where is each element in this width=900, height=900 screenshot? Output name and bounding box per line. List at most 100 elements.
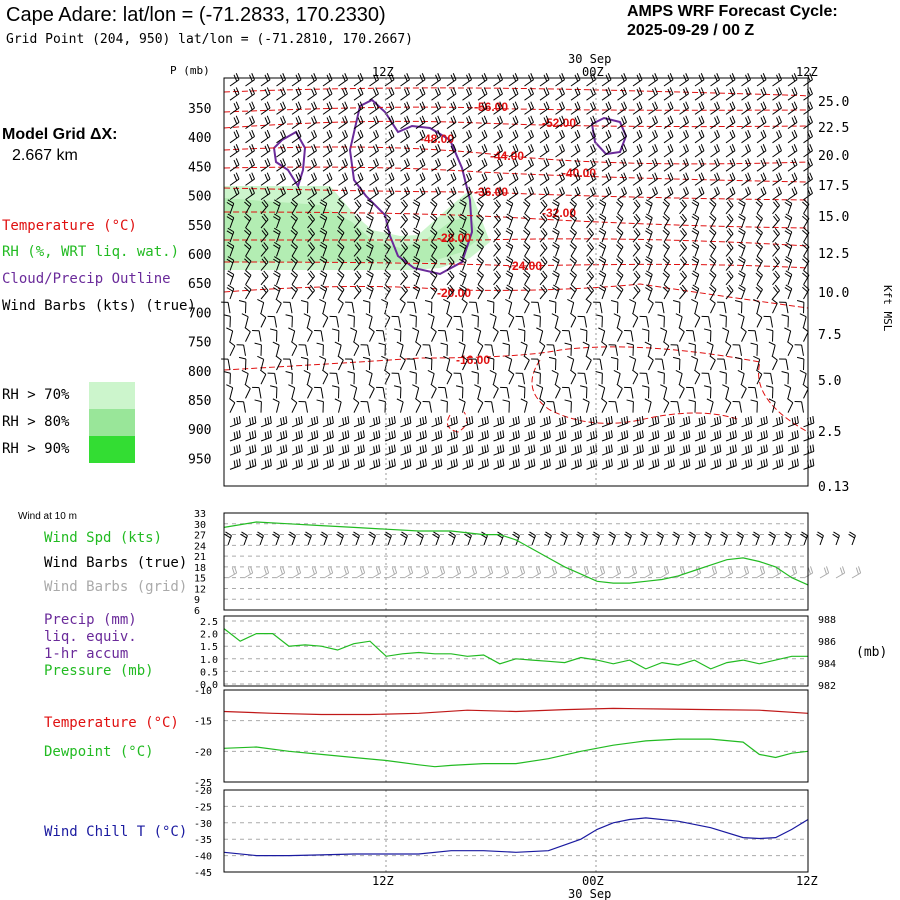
surface-wind-barb-true-flag [240, 533, 247, 539]
upper-wind-barb [524, 178, 534, 186]
upper-wind-barb-flag [747, 87, 751, 95]
upper-wind-barb-flag [760, 460, 763, 468]
upper-wind-barb-flag [264, 159, 269, 167]
upper-wind-barb-flag [706, 341, 714, 346]
upper-wind-barb-flag [326, 131, 331, 139]
upper-wind-barb-flag [796, 356, 805, 360]
upper-wind-barb-flag [495, 256, 501, 263]
upper-wind-barb-flag [254, 430, 257, 438]
upper-wind-barb-flag [738, 258, 745, 264]
upper-wind-barb [725, 276, 734, 286]
upper-wind-barb-flag [468, 144, 472, 151]
surface-wind-barb-true [675, 535, 680, 546]
upper-wind-barb-flag [285, 416, 288, 424]
upper-wind-barb-flag [497, 417, 500, 425]
upper-wind-barb [322, 231, 328, 243]
upper-wind-barb-flag [460, 199, 467, 204]
upper-wind-barb-flag [481, 103, 486, 110]
upper-wind-barb-flag [726, 244, 732, 251]
upper-wind-barb-flag [638, 87, 643, 95]
upper-wind-barb-flag [793, 129, 798, 137]
upper-wind-barb [446, 150, 457, 158]
upper-wind-barb [291, 79, 302, 87]
upper-wind-barb-flag [545, 87, 550, 95]
upper-wind-barb-flag [799, 370, 807, 374]
upper-wind-barb-flag [644, 398, 652, 403]
upper-wind-barb-flag [326, 460, 329, 468]
upper-wind-barb [307, 276, 315, 286]
upper-wind-barb [227, 302, 231, 314]
upper-wind-barb [493, 219, 501, 229]
upper-wind-barb-flag [233, 145, 238, 153]
surface-wind-barb-grid-flag [489, 566, 494, 574]
upper-wind-barb-flag [623, 172, 627, 180]
upper-wind-barb-flag [512, 432, 515, 440]
surface-wind-barb-grid-flag [681, 566, 686, 574]
upper-wind-barb [353, 121, 364, 130]
upper-wind-barb-flag [383, 230, 390, 236]
upper-wind-barb [229, 450, 241, 456]
upper-wind-barb [462, 231, 467, 243]
upper-wind-barb-flag [693, 312, 701, 318]
upper-wind-barb-flag [245, 199, 252, 205]
upper-wind-barb-flag [636, 460, 639, 468]
upper-wind-barb [772, 136, 782, 144]
surface-wind-barb-true-flag [640, 533, 647, 539]
surface-wind-barb-grid [595, 572, 605, 579]
upper-wind-barb-flag [319, 258, 327, 264]
upper-wind-barb-flag [497, 117, 501, 125]
upper-wind-barb-flag [481, 188, 486, 196]
surface-wind-barb-grid-flag [743, 567, 747, 575]
upper-wind-barb-flag [663, 227, 670, 234]
upper-wind-barb-flag [692, 284, 700, 290]
upper-wind-barb-flag [251, 144, 255, 151]
upper-wind-barb [601, 150, 612, 158]
upper-wind-barb [570, 246, 577, 257]
upper-wind-barb-flag [233, 417, 236, 425]
upper-wind-barb [555, 217, 560, 229]
upper-wind-barb-flag [477, 270, 484, 276]
legend-wind-barbs-grid: Wind Barbs (grid) [44, 579, 187, 595]
upper-wind-barb-flag [435, 117, 439, 125]
upper-wind-barb-flag [342, 131, 346, 139]
upper-wind-barb [460, 373, 463, 385]
upper-wind-barb-flag [588, 199, 594, 206]
surface-wind-barb-grid [403, 572, 413, 579]
upper-wind-barb-flag [592, 416, 595, 425]
upper-wind-barb-flag [447, 230, 453, 237]
upper-wind-barb-flag [760, 432, 763, 440]
upper-wind-barb-flag [545, 172, 550, 180]
surface-wind-barb-grid-flag [487, 567, 491, 575]
upper-wind-barb-flag [261, 286, 267, 293]
upper-wind-barb [663, 218, 670, 229]
upper-wind-barb-flag [347, 444, 350, 452]
upper-wind-barb-flag [542, 199, 548, 206]
upper-wind-barb-flag [540, 230, 546, 237]
upper-wind-barb-flag [430, 272, 436, 279]
upper-wind-barb-flag [605, 159, 610, 167]
upper-wind-barb-flag [476, 244, 483, 250]
y-tick-label: 6 [194, 606, 200, 617]
upper-wind-barb-flag [536, 327, 543, 332]
upper-wind-barb-flag [728, 242, 734, 249]
upper-wind-barb [555, 107, 565, 115]
surface-wind-barb-grid-flag [665, 566, 670, 574]
upper-wind-barb-flag [698, 417, 701, 425]
upper-wind-barb [338, 192, 348, 201]
upper-wind-barb-flag [328, 115, 333, 123]
upper-wind-barb-flag [796, 458, 799, 466]
upper-wind-barb-flag [468, 416, 471, 425]
upper-wind-barb-flag [238, 416, 241, 424]
upper-wind-barb-flag [528, 460, 531, 468]
upper-wind-barb-flag [599, 284, 607, 290]
upper-wind-barb-flag [298, 459, 301, 467]
upper-wind-barb [555, 373, 559, 385]
upper-wind-barb [539, 164, 550, 172]
surface-wind-barb-grid-flag [631, 567, 635, 575]
upper-wind-barb-flag [590, 460, 593, 468]
upper-wind-barb-flag [667, 417, 670, 425]
upper-wind-barb-flag [233, 159, 238, 167]
upper-wind-barb-flag [261, 272, 267, 279]
upper-wind-barb-flag [316, 342, 324, 346]
upper-wind-barb-flag [366, 201, 373, 207]
